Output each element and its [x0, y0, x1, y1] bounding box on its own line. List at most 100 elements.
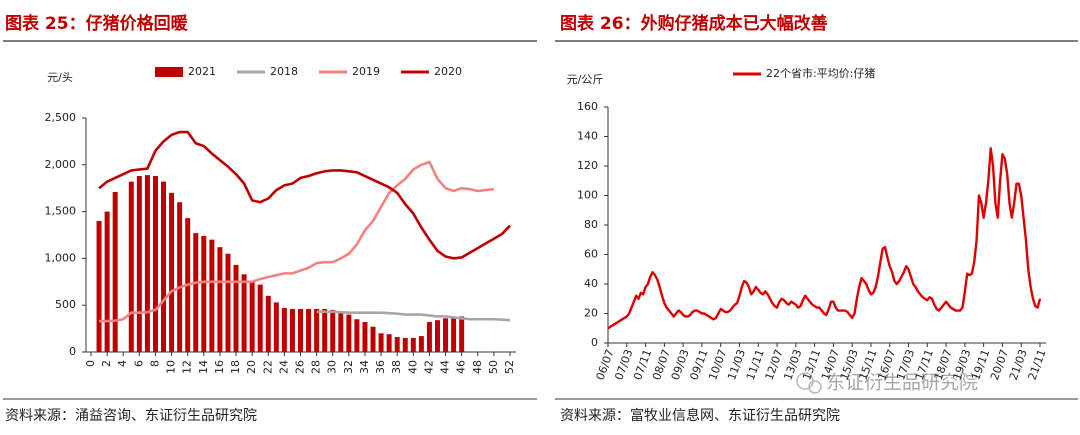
series-line	[98, 130, 511, 260]
bar	[233, 264, 239, 352]
y-axis-label: 元/头	[47, 71, 73, 84]
x-tick-label: 40	[406, 360, 419, 374]
bar	[136, 176, 142, 352]
y-tick-label: 2,000	[45, 158, 77, 171]
bar	[257, 284, 263, 352]
x-tick-label: 34	[358, 360, 371, 374]
y-axis-label: 元/公斤	[567, 73, 604, 86]
bar	[112, 191, 118, 352]
legend-label: 2021	[188, 65, 216, 78]
bar	[410, 337, 416, 352]
bar	[298, 308, 303, 352]
y-tick-label: 2,500	[45, 111, 77, 124]
bar	[346, 314, 352, 352]
watermark: 东证衍生品研究院	[826, 372, 978, 394]
bar	[322, 308, 328, 352]
bar	[241, 274, 247, 352]
legend-label: 22个省市:平均价:仔猪	[766, 66, 875, 80]
bar	[402, 337, 408, 352]
x-tick-label: 46	[455, 360, 468, 374]
bar	[451, 317, 457, 352]
x-tick-label: 36	[374, 360, 387, 374]
x-tick-label: 42	[422, 360, 435, 374]
series-line	[99, 160, 495, 323]
bar	[362, 322, 368, 352]
y-tick-label: 120	[577, 159, 598, 172]
x-tick-label: 38	[390, 360, 403, 374]
bar	[281, 308, 287, 352]
bar	[209, 239, 215, 352]
bar	[434, 320, 440, 352]
bar	[289, 308, 295, 352]
x-tick-label: 30	[326, 360, 339, 374]
bar	[314, 308, 320, 352]
bar	[193, 233, 199, 352]
bar	[370, 326, 376, 352]
y-tick-label: 40	[584, 277, 598, 290]
x-tick-label: 8	[148, 360, 161, 367]
x-tick-label: 18	[229, 360, 242, 374]
y-tick-label: 1,500	[45, 205, 77, 218]
chart-title: 图表 25：仔猪价格回暖	[5, 13, 189, 34]
bar	[306, 308, 312, 352]
x-tick-label: 10	[165, 360, 178, 374]
y-tick-label: 80	[584, 218, 598, 231]
bar	[161, 181, 167, 352]
x-tick-label: 12	[181, 360, 194, 374]
bar	[418, 336, 424, 352]
x-tick-label: 22	[261, 360, 274, 374]
bar	[128, 181, 134, 352]
bar	[443, 318, 449, 352]
bar	[330, 309, 336, 352]
x-tick-label: 32	[342, 360, 355, 374]
x-tick-label: 6	[132, 360, 145, 367]
bar	[459, 316, 465, 352]
bar	[96, 220, 102, 352]
bar	[394, 337, 400, 352]
legend-label: 2018	[270, 65, 298, 78]
y-tick-label: 500	[55, 298, 76, 311]
y-tick-label: 60	[584, 248, 598, 261]
x-tick-label: 16	[213, 360, 226, 374]
y-tick-label: 100	[577, 189, 598, 202]
legend-label: 2020	[434, 65, 462, 78]
bar	[265, 295, 271, 352]
bar	[169, 192, 175, 352]
series-line	[607, 147, 1042, 330]
bar	[426, 322, 432, 352]
x-tick-label: 50	[487, 360, 500, 374]
chart-title: 图表 26：外购仔猪成本已大幅改善	[560, 13, 828, 34]
x-tick-label: 14	[197, 360, 210, 374]
bar	[201, 235, 207, 352]
x-tick-label: 2	[100, 360, 113, 367]
bar	[354, 319, 360, 352]
bar	[338, 312, 344, 352]
x-tick-label: 4	[116, 360, 129, 367]
bar	[249, 281, 255, 352]
y-tick-label: 0	[591, 336, 598, 349]
bar	[378, 333, 384, 352]
y-tick-label: 1,000	[45, 251, 77, 264]
x-tick-label: 48	[471, 360, 484, 374]
watermark-icon	[796, 372, 822, 394]
bar	[217, 247, 223, 352]
x-tick-label: 24	[277, 360, 290, 374]
x-tick-label: 28	[310, 360, 323, 374]
x-tick-label: 0	[84, 360, 97, 367]
source: 资料来源：富牧业信息网、东证衍生品研究院	[560, 407, 840, 424]
bar	[152, 176, 158, 352]
y-tick-label: 0	[69, 345, 76, 358]
x-tick-label: 52	[503, 360, 516, 374]
bar	[144, 175, 150, 352]
legend-label: 2019	[352, 65, 380, 78]
bar	[104, 211, 110, 352]
y-tick-label: 160	[577, 100, 598, 113]
bar	[177, 202, 183, 352]
x-tick-label: 26	[294, 360, 307, 374]
bar	[225, 253, 231, 352]
bar	[386, 334, 392, 352]
series-line	[316, 310, 511, 322]
x-tick-label: 44	[439, 360, 452, 374]
y-tick-label: 140	[577, 130, 598, 143]
